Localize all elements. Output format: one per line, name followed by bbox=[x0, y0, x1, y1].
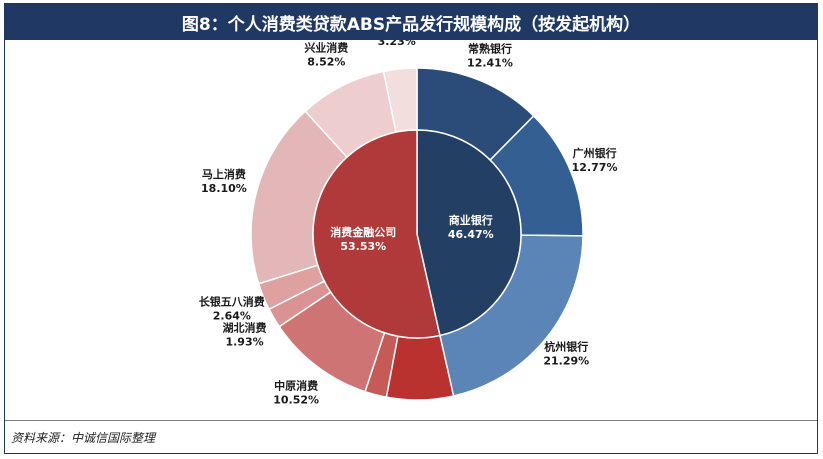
outer-label-3: 杭州银行 21.29% bbox=[543, 340, 589, 368]
donut-chart: 商业银行 46.47% 消费金融公司 53.53% 常熟银行 12.41% 广州银行 12.7… bbox=[199, 20, 618, 447]
inner-label-1: 商业银行 46.47% bbox=[448, 213, 494, 241]
figure-frame: 图8：个人消费类贷款ABS产品发行规模构成（按发起机构） 商业银行 46.47% 消… bbox=[4, 3, 818, 454]
outer-label-11: 中银消费3.23% bbox=[375, 40, 419, 48]
chart-title: 图8：个人消费类贷款ABS产品发行规模构成（按发起机构） bbox=[5, 4, 817, 40]
outer-label-2: 广州银行 12.77% bbox=[572, 146, 618, 174]
chart-area: 商业银行 46.47% 消费金融公司 53.53% 常熟银行 12.41% 广州银行 12.7… bbox=[5, 20, 817, 447]
outer-label-1: 常熟银行 12.41% bbox=[467, 41, 513, 69]
inner-label-2: 消费金融公司 53.53% bbox=[330, 225, 396, 253]
outer-label-9: 马上消费 18.10% bbox=[201, 167, 247, 195]
inner-slice-1 bbox=[416, 129, 522, 337]
inner-slice-2 bbox=[312, 129, 441, 339]
source-note: 资料来源：中诚信国际整理 bbox=[5, 420, 817, 453]
outer-label-8: 长银五八消费 2.64% bbox=[199, 295, 265, 323]
outer-label-10: 兴业消费 8.52% bbox=[304, 41, 348, 69]
outer-label-6: 中原消费 10.52% bbox=[273, 378, 319, 406]
outer-label-7: 湖北消费 1.93% bbox=[223, 320, 267, 348]
outer-label-5: 杭银消费2.11% bbox=[345, 413, 389, 414]
